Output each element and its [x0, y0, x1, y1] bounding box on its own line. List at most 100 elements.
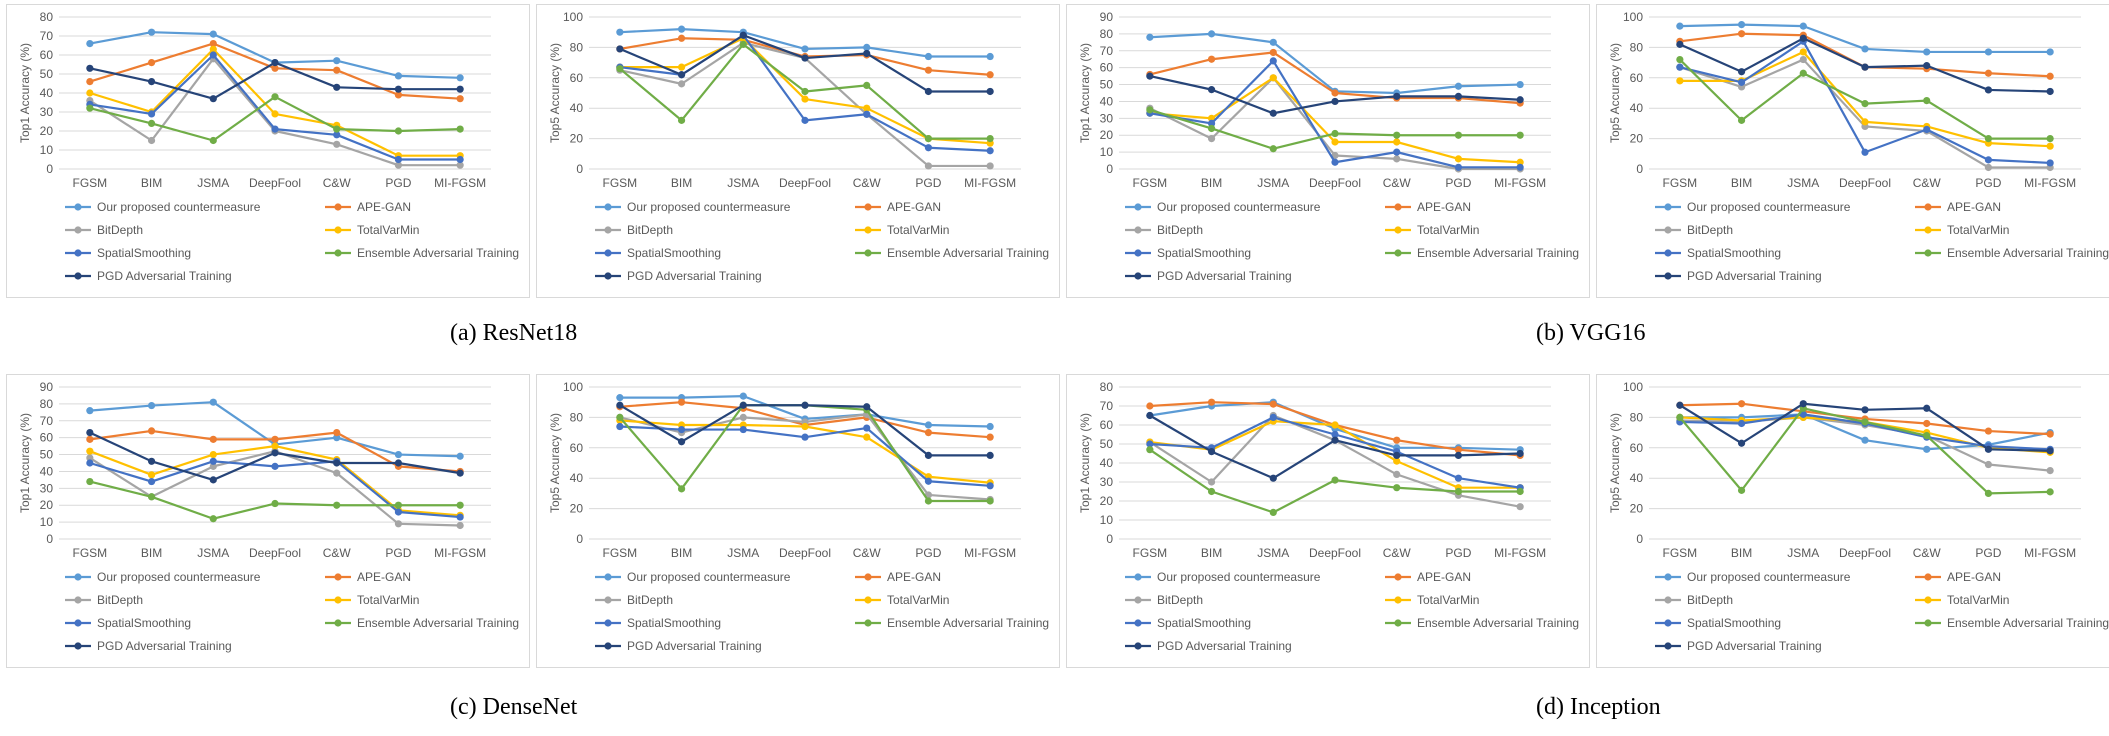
data-point: [271, 110, 279, 118]
y-tick-label: 70: [1100, 44, 1114, 58]
legend-marker: [604, 249, 612, 257]
y-tick-label: 20: [1630, 502, 1644, 516]
y-axis-label: Top5 Accuracy (%): [1608, 413, 1622, 513]
data-point: [1393, 131, 1401, 139]
legend-marker: [334, 249, 342, 257]
data-point: [1393, 436, 1401, 444]
data-point: [209, 40, 217, 48]
data-point: [1923, 62, 1931, 70]
data-point: [456, 85, 464, 93]
legend-label: APE-GAN: [1417, 200, 1471, 214]
y-tick-label: 80: [1630, 40, 1644, 54]
legend-marker: [604, 226, 612, 234]
data-point: [863, 424, 871, 432]
y-tick-label: 40: [570, 471, 584, 485]
data-point: [271, 449, 279, 457]
y-tick-label: 50: [1100, 437, 1114, 451]
data-point: [801, 95, 809, 103]
legend-label: Ensemble Adversarial Training: [357, 616, 519, 630]
data-point: [1984, 156, 1993, 164]
y-tick-label: 0: [1106, 162, 1113, 176]
legend-marker: [74, 642, 82, 650]
chart-svg: 0 20 40 60 80 100 FGSM BIM JSMA DeepFool C&W PGD MI-…: [1608, 10, 2109, 283]
data-point: [1207, 135, 1216, 143]
data-point: [394, 91, 403, 99]
legend-marker: [1394, 226, 1402, 234]
legend-label: PGD Adversarial Training: [627, 269, 762, 283]
y-axis-label: Top1 Accuracy (%): [18, 43, 32, 143]
x-tick-label: BIM: [671, 546, 692, 560]
y-axis-label: Top1 Accuracy (%): [1078, 43, 1092, 143]
data-point: [1207, 86, 1216, 94]
data-point: [147, 59, 156, 67]
data-point: [147, 28, 156, 36]
data-point: [739, 401, 747, 409]
data-point: [1393, 470, 1401, 478]
data-point: [986, 71, 994, 79]
data-point: [616, 45, 624, 53]
legend-label: Ensemble Adversarial Training: [1417, 246, 1579, 260]
data-point: [333, 66, 341, 74]
data-point: [209, 136, 217, 145]
legend-label: PGD Adversarial Training: [1157, 269, 1292, 283]
data-point: [1393, 92, 1401, 100]
legend-label: APE-GAN: [1947, 570, 2001, 584]
legend-marker: [1924, 203, 1932, 211]
data-point: [2046, 447, 2054, 455]
legend-marker: [864, 203, 872, 211]
y-axis-label: Top5 Accuracy (%): [1608, 43, 1622, 143]
legend-label: APE-GAN: [357, 570, 411, 584]
y-tick-label: 20: [1100, 128, 1114, 142]
data-point: [271, 442, 279, 450]
x-tick-label: BIM: [671, 176, 692, 190]
data-point: [924, 162, 933, 170]
legend-label: SpatialSmoothing: [1687, 616, 1781, 630]
y-tick-label: 30: [1100, 111, 1114, 125]
data-point: [1737, 486, 1746, 494]
data-point: [271, 93, 279, 101]
y-tick-label: 40: [1630, 471, 1644, 485]
data-point: [1984, 427, 1993, 435]
data-point: [1676, 63, 1684, 71]
data-point: [1676, 401, 1684, 409]
legend-label: SpatialSmoothing: [97, 616, 191, 630]
data-point: [86, 40, 94, 48]
data-point: [86, 435, 94, 443]
data-point: [209, 398, 217, 406]
data-point: [86, 477, 94, 486]
legend-label: APE-GAN: [887, 570, 941, 584]
data-point: [1737, 439, 1746, 447]
data-point: [677, 25, 686, 33]
y-tick-label: 60: [1100, 418, 1114, 432]
legend-label: BitDepth: [1157, 593, 1203, 607]
data-point: [1516, 158, 1524, 166]
legend-marker: [1924, 596, 1932, 604]
data-point: [986, 497, 994, 505]
legend-label: TotalVarMin: [887, 223, 949, 237]
data-point: [394, 72, 403, 80]
y-tick-label: 70: [1100, 399, 1114, 413]
legend-label: TotalVarMin: [357, 593, 419, 607]
data-point: [677, 34, 686, 42]
data-point: [1984, 445, 1993, 453]
y-tick-label: 20: [40, 124, 54, 138]
data-point: [456, 74, 464, 82]
legend-label: TotalVarMin: [357, 223, 419, 237]
legend-marker: [1394, 573, 1402, 581]
y-tick-label: 40: [40, 464, 54, 478]
x-tick-label: C&W: [1913, 546, 1942, 560]
data-point: [677, 425, 686, 434]
chart-svg: 0 20 40 60 80 100 FGSM BIM JSMA DeepFool C&W PGD MI-…: [548, 380, 1049, 653]
data-point: [986, 433, 994, 441]
data-point: [333, 140, 341, 148]
legend-marker: [864, 249, 872, 257]
legend-marker: [334, 203, 342, 211]
data-point: [1984, 86, 1993, 94]
legend-marker: [864, 226, 872, 234]
x-tick-label: DeepFool: [249, 546, 301, 560]
data-point: [1799, 34, 1807, 42]
data-point: [1269, 474, 1277, 482]
data-point: [1861, 100, 1869, 108]
data-point: [863, 433, 871, 441]
x-tick-label: BIM: [1201, 546, 1222, 560]
